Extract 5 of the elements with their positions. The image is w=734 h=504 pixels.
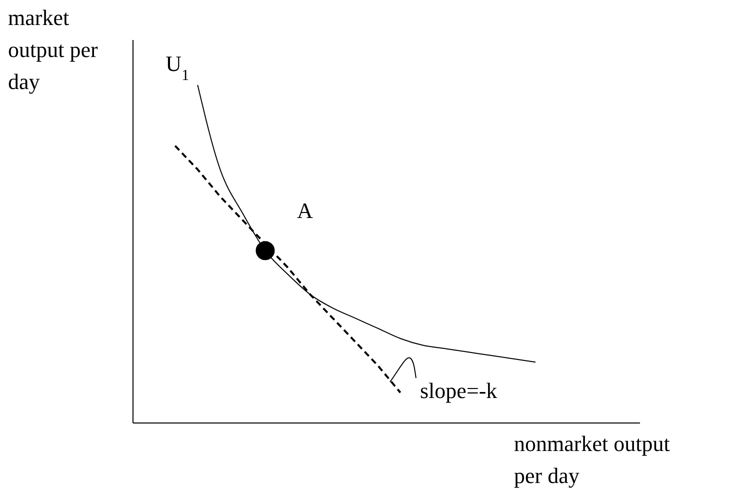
y-axis-title: market output per day (8, 4, 99, 96)
x-axis-title: nonmarket output per day (514, 430, 671, 490)
annotation: A (297, 198, 313, 224)
series-label: U$_{1}$ (166, 50, 190, 84)
annotation: slope=-k (420, 378, 498, 404)
